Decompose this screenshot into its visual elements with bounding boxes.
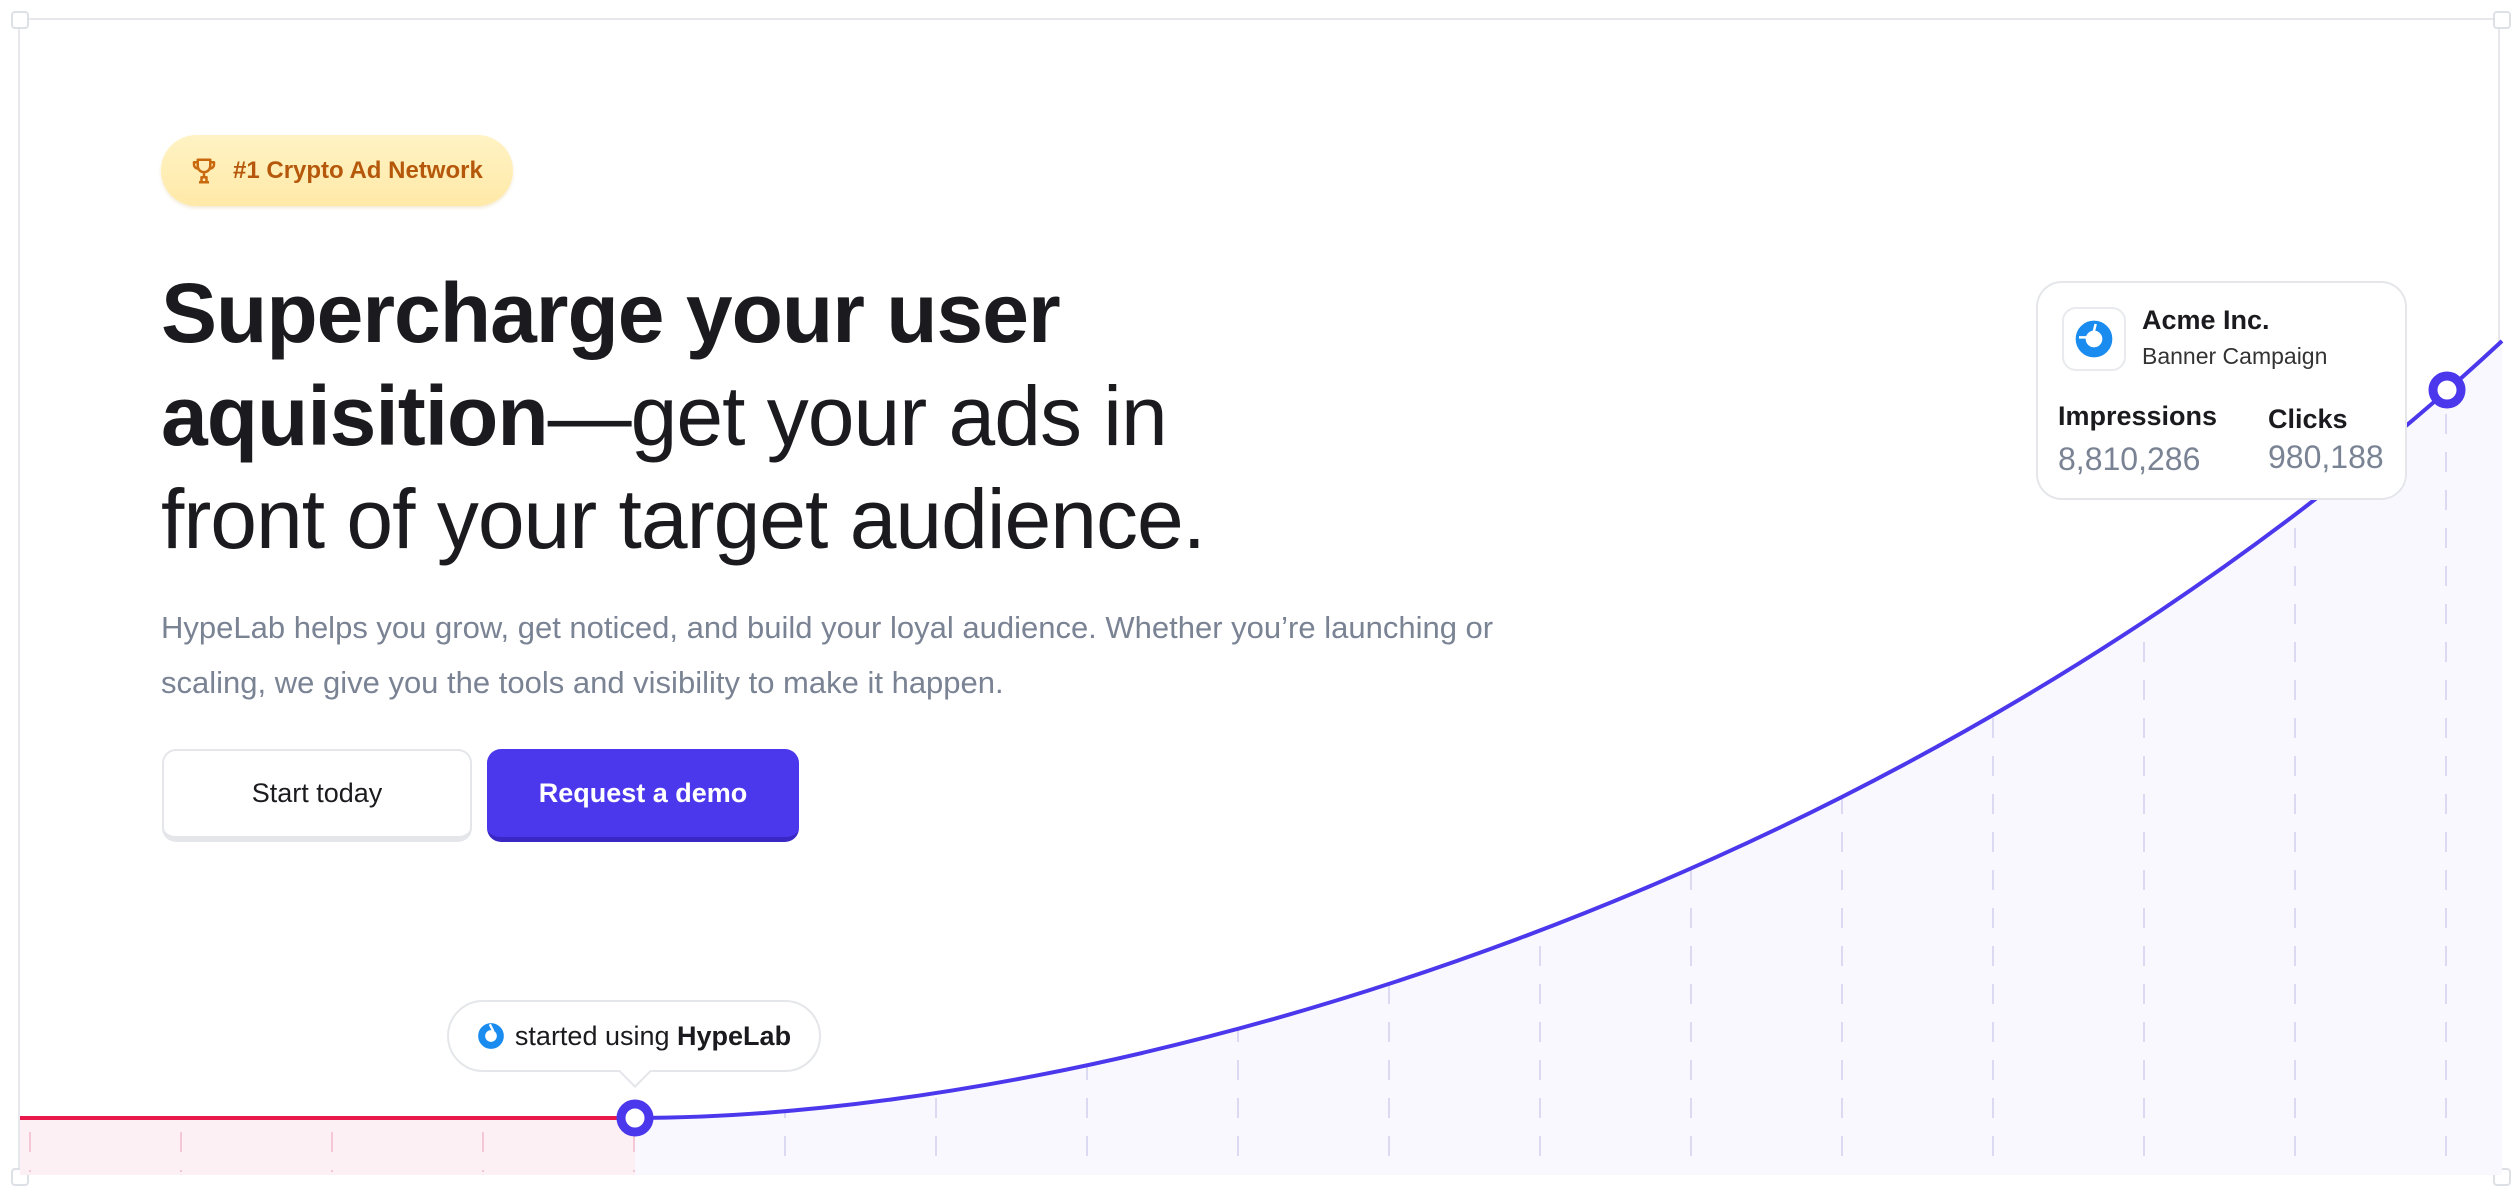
frame-handle: [11, 11, 29, 29]
title-line-3: front of your target audience.: [161, 472, 1206, 566]
clicks-label: Clicks: [2268, 404, 2348, 434]
impressions-value: 8,810,286: [2058, 441, 2201, 477]
growth-curve: [634, 339, 2504, 1120]
hypelab-logo-icon: [478, 1023, 504, 1049]
ranking-badge: #1 Crypto Ad Network: [161, 135, 513, 206]
campaign-card: Acme Inc. Banner Campaign Impressions 8,…: [2036, 281, 2407, 500]
page-title: Supercharge your user aquisition—get your…: [161, 262, 1561, 571]
frame-handle: [2493, 11, 2511, 29]
tooltip-text: started using: [514, 1020, 670, 1051]
clicks-value: 980,188: [2268, 439, 2384, 475]
campaign-point-marker: [2428, 371, 2466, 409]
trophy-icon: [192, 158, 216, 183]
badge-label: #1 Crypto Ad Network: [233, 156, 483, 184]
growth-area-fill: [635, 341, 2502, 1175]
started-using-tooltip: started using HypeLab: [447, 1000, 821, 1072]
company-logo-icon: [2075, 320, 2113, 358]
company-name: Acme Inc.: [2142, 305, 2270, 335]
request-demo-button[interactable]: Request a demo: [487, 749, 799, 842]
hero-subtitle: HypeLab helps you grow, get noticed, and…: [161, 610, 1494, 700]
title-line-1: Supercharge your user: [161, 266, 1061, 360]
impressions-label: Impressions: [2058, 401, 2218, 431]
pre-area-fill: [20, 1118, 635, 1175]
company-logo: [2062, 307, 2126, 371]
campaign-name: Banner Campaign: [2142, 343, 2328, 369]
title-bold-word: aquisition: [161, 369, 549, 463]
start-point-marker: [616, 1099, 654, 1137]
title-line-2: —get your ads in: [547, 369, 1168, 463]
tooltip-brand: HypeLab: [677, 1020, 792, 1051]
start-today-button[interactable]: Start today: [162, 749, 472, 842]
